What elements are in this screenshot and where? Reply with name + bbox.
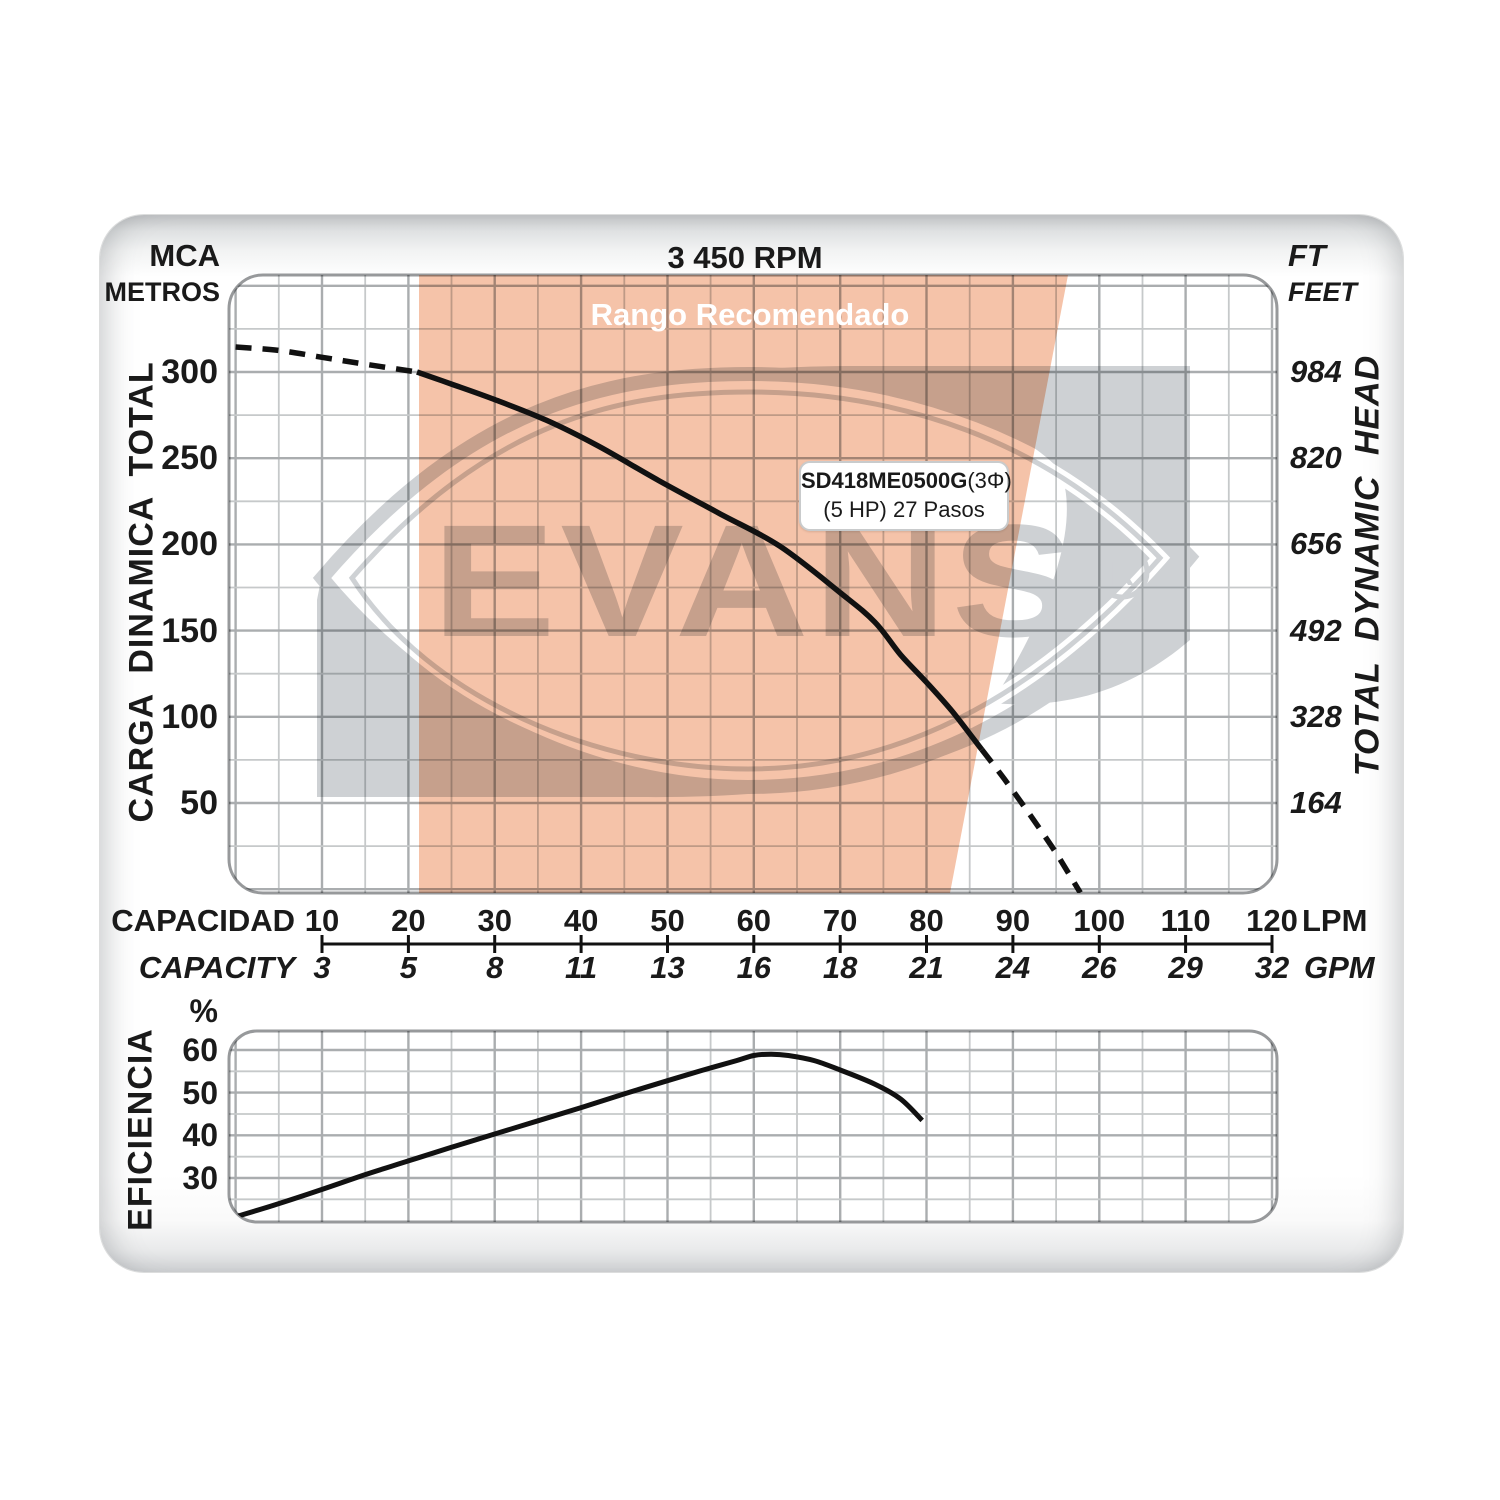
gpm-tick: 11: [564, 950, 598, 985]
gpm-tick: 8: [486, 950, 504, 985]
right-axis-tick: 492: [1290, 612, 1342, 648]
rpm-title: 3 450 RPM: [667, 240, 823, 275]
gpm-tick: 5: [399, 950, 417, 985]
efficiency-tick: 40: [182, 1117, 218, 1154]
efficiency-axis-unit: %: [189, 993, 218, 1029]
right-axis-units: FT FEET: [1288, 238, 1428, 310]
left-axis-unit-metros: METROS: [104, 277, 220, 307]
left-axis-tick: 250: [161, 439, 218, 478]
lpm-tick: 110: [1160, 903, 1211, 938]
left-axis-units: MCA METROS: [58, 238, 220, 310]
right-axis-tick: 656: [1290, 526, 1342, 562]
watermark-swoosh-top-right: [322, 366, 1190, 705]
capacity-label-es: CAPACIDAD: [111, 903, 295, 938]
watermark-registered-icon: [1094, 544, 1150, 600]
lpm-tick: 20: [391, 903, 426, 938]
efficiency-tick: 60: [182, 1031, 218, 1068]
capacity-axis: [320, 935, 1274, 953]
right-axis-tick: 328: [1290, 698, 1342, 734]
right-axis-tick: 820: [1290, 440, 1342, 476]
left-axis-tick: 200: [161, 525, 218, 564]
right-axis-unit-ft: FT: [1288, 238, 1326, 273]
lpm-tick: 40: [563, 903, 599, 938]
pump-model-phase: (3Φ): [967, 468, 1012, 493]
gpm-tick: 13: [650, 950, 685, 985]
capacity-label-en: CAPACITY: [138, 950, 295, 985]
lpm-tick: 10: [304, 903, 340, 938]
left-axis-tick: 300: [161, 353, 218, 391]
pump-model-number: SD418ME0500G: [801, 468, 968, 493]
gpm-tick: 3: [313, 950, 331, 985]
left-axis-tick: 50: [180, 784, 218, 823]
gpm-tick: 16: [736, 950, 772, 985]
left-axis-tick: 150: [161, 611, 218, 650]
gpm-tick: 29: [1168, 950, 1203, 985]
lpm-tick: 60: [736, 903, 772, 938]
efficiency-tick: 30: [182, 1160, 218, 1196]
head-curve-dashed-left: [235, 344, 418, 375]
curves: [234, 344, 1083, 1220]
gpm-tick: 18: [822, 950, 858, 985]
lpm-tick: 70: [822, 903, 858, 938]
lpm-tick: 100: [1073, 903, 1126, 938]
lpm-tick: 90: [995, 903, 1031, 938]
lpm-tick: 120: [1246, 903, 1298, 938]
capacity-unit-lpm: LPM: [1302, 903, 1368, 938]
right-axis-unit-feet: FEET: [1288, 277, 1358, 307]
lpm-tick: 50: [650, 903, 685, 938]
pump-model-label: SD418ME0500G(3Φ) (5 HP) 27 Pasos: [799, 461, 1012, 531]
left-axis-tick: 100: [161, 697, 218, 736]
right-axis-tick: 164: [1290, 785, 1342, 821]
left-axis-unit-mca: MCA: [149, 238, 220, 273]
pump-model-line1: SD418ME0500G(3Φ): [801, 466, 1012, 496]
head-curve-solid: [416, 369, 984, 752]
pump-model-line2: (5 HP) 27 Pasos: [823, 497, 985, 522]
efficiency-curve: [234, 1051, 924, 1220]
lpm-tick: 80: [909, 903, 944, 938]
capacity-unit-gpm: GPM: [1304, 950, 1375, 985]
head-chart-grid: [229, 275, 1277, 893]
gpm-tick: 32: [1254, 950, 1290, 985]
gpm-tick: 24: [995, 950, 1031, 985]
recommended-range-label: Rango Recomendado: [590, 297, 910, 332]
gpm-tick: 21: [909, 950, 944, 985]
lpm-tick: 30: [477, 903, 512, 938]
efficiency-tick: 50: [182, 1074, 218, 1111]
gpm-tick: 26: [1082, 950, 1117, 985]
right-axis-tick: 984: [1290, 354, 1342, 389]
efficiency-chart-grid: [229, 1031, 1277, 1222]
head-curve-dashed-right: [979, 747, 1083, 893]
